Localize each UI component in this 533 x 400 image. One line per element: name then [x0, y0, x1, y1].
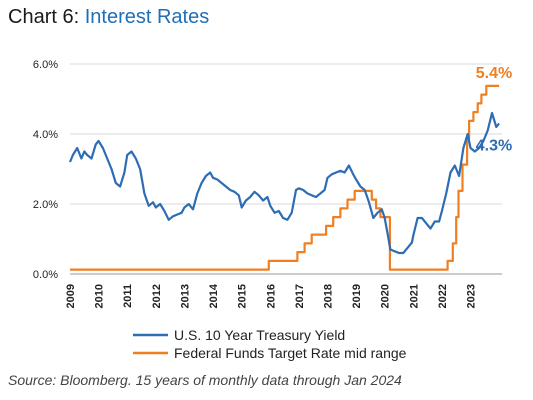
chart-title-prefix: Chart 6:	[8, 6, 80, 28]
x-tick-label: 2014	[208, 283, 220, 308]
y-tick-label: 6.0%	[33, 59, 58, 71]
x-tick-label: 2009	[65, 284, 77, 308]
y-tick-label: 2.0%	[33, 199, 58, 211]
legend-label: U.S. 10 Year Treasury Yield	[174, 327, 345, 343]
x-tick-label: 2012	[151, 284, 163, 308]
x-tick-label: 2021	[408, 284, 420, 308]
x-tick-label: 2020	[380, 284, 392, 308]
x-tick-label: 2011	[122, 284, 134, 308]
y-tick-label: 4.0%	[33, 129, 58, 141]
x-tick-label: 2023	[466, 284, 478, 308]
x-tick-label: 2022	[437, 284, 449, 308]
chart-title-name: Interest Rates	[84, 6, 210, 28]
x-tick-label: 2013	[179, 284, 191, 308]
x-tick-label: 2016	[265, 284, 277, 308]
y-tick-label: 0.0%	[33, 269, 58, 281]
source-note: Source: Bloomberg. 15 years of monthly d…	[8, 372, 402, 388]
fed-funds-end-label: 5.4%	[476, 65, 512, 82]
fed-funds-rate-line	[70, 84, 500, 271]
interest-rates-chart: 0.0% 2.0% 4.0% 6.0% 2009 2010 2011 2012 2013 2014…	[33, 59, 512, 361]
x-tick-label: 2019	[351, 284, 363, 308]
chart-title: Chart 6: Interest Rates	[8, 4, 209, 30]
x-tick-label: 2017	[294, 284, 306, 308]
x-tick-label: 2010	[94, 284, 106, 308]
treasury-yield-line	[68, 111, 500, 255]
legend-label: Federal Funds Target Rate mid range	[174, 345, 407, 361]
treasury-end-label: 4.3%	[476, 138, 512, 155]
x-tick-label: 2015	[237, 284, 249, 308]
x-tick-label: 2018	[322, 284, 334, 308]
